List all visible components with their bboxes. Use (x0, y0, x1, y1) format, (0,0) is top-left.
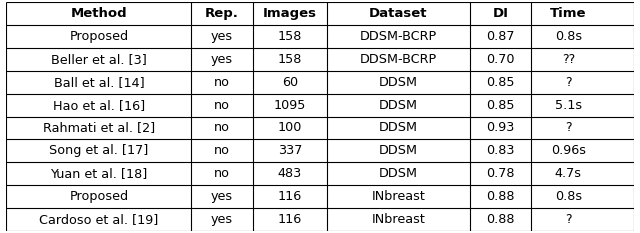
Text: DDSM-BCRP: DDSM-BCRP (360, 30, 437, 43)
Text: 158: 158 (278, 30, 302, 43)
Text: 100: 100 (278, 121, 302, 134)
Text: Hao et al. [16]: Hao et al. [16] (53, 99, 145, 112)
Text: 0.85: 0.85 (486, 76, 515, 89)
Text: no: no (214, 144, 230, 157)
Text: 5.1s: 5.1s (555, 99, 582, 112)
Text: 337: 337 (278, 144, 302, 157)
Text: 0.88: 0.88 (486, 190, 515, 203)
Text: DDSM-BCRP: DDSM-BCRP (360, 53, 437, 66)
Text: Beller et al. [3]: Beller et al. [3] (51, 53, 147, 66)
Text: 0.88: 0.88 (486, 213, 515, 226)
Text: 1095: 1095 (274, 99, 306, 112)
Text: 0.96s: 0.96s (551, 144, 586, 157)
Text: 0.93: 0.93 (486, 121, 515, 134)
Text: DDSM: DDSM (379, 99, 418, 112)
Text: no: no (214, 76, 230, 89)
Text: 4.7s: 4.7s (555, 167, 582, 180)
Text: 116: 116 (278, 213, 302, 226)
Text: no: no (214, 167, 230, 180)
Text: 0.83: 0.83 (486, 144, 515, 157)
Text: yes: yes (211, 190, 233, 203)
Text: 0.85: 0.85 (486, 99, 515, 112)
Text: DDSM: DDSM (379, 167, 418, 180)
Text: Proposed: Proposed (69, 30, 129, 43)
Text: DDSM: DDSM (379, 144, 418, 157)
Text: Song et al. [17]: Song et al. [17] (49, 144, 148, 157)
Text: DDSM: DDSM (379, 76, 418, 89)
Text: Rep.: Rep. (205, 7, 239, 20)
Text: ?: ? (565, 121, 572, 134)
Text: Dataset: Dataset (369, 7, 428, 20)
Text: 0.87: 0.87 (486, 30, 515, 43)
Text: DDSM: DDSM (379, 121, 418, 134)
Text: yes: yes (211, 53, 233, 66)
Text: Proposed: Proposed (69, 190, 129, 203)
Text: yes: yes (211, 213, 233, 226)
Text: Yuan et al. [18]: Yuan et al. [18] (51, 167, 148, 180)
Text: 0.8s: 0.8s (555, 30, 582, 43)
Text: Method: Method (70, 7, 127, 20)
Text: Cardoso et al. [19]: Cardoso et al. [19] (39, 213, 159, 226)
Text: Images: Images (263, 7, 317, 20)
Text: no: no (214, 121, 230, 134)
Text: ?: ? (565, 76, 572, 89)
Text: Rahmati et al. [2]: Rahmati et al. [2] (43, 121, 155, 134)
Text: 116: 116 (278, 190, 302, 203)
Text: INbreast: INbreast (371, 213, 426, 226)
Text: no: no (214, 99, 230, 112)
Text: 0.78: 0.78 (486, 167, 515, 180)
Text: 60: 60 (282, 76, 298, 89)
Text: yes: yes (211, 30, 233, 43)
Text: 158: 158 (278, 53, 302, 66)
Text: 0.70: 0.70 (486, 53, 515, 66)
Text: 0.8s: 0.8s (555, 190, 582, 203)
Text: INbreast: INbreast (371, 190, 426, 203)
Text: Time: Time (550, 7, 587, 20)
Text: 483: 483 (278, 167, 302, 180)
Text: ?: ? (565, 213, 572, 226)
Text: ??: ?? (562, 53, 575, 66)
Text: DI: DI (493, 7, 509, 20)
Text: Ball et al. [14]: Ball et al. [14] (54, 76, 144, 89)
